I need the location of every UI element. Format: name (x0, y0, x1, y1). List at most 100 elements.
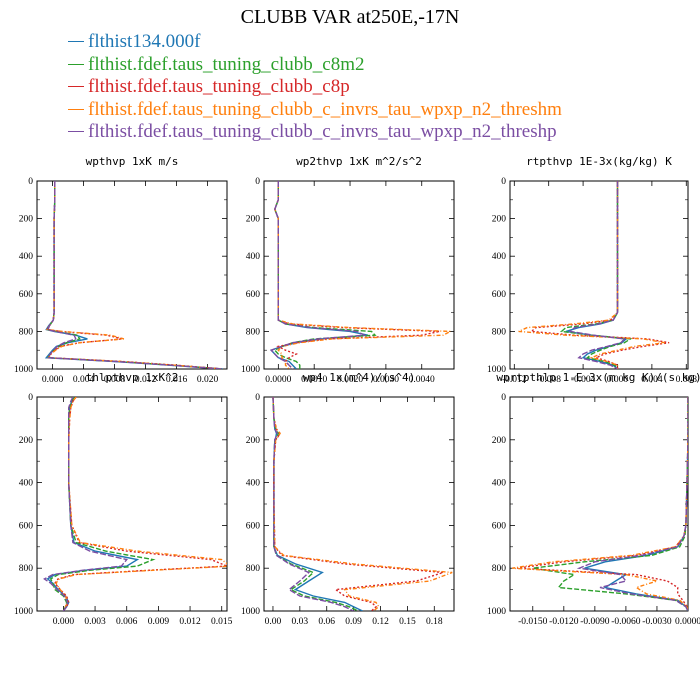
x-tick-label: 0.008 (104, 375, 126, 385)
series-line (568, 181, 626, 369)
y-tick-label: 0 (501, 177, 506, 187)
plot-frame (263, 396, 455, 612)
legend-label: flthist.fdef.taus_tuning_clubb_c_invrs_t… (88, 98, 562, 120)
x-tick-label: 0.009 (148, 617, 170, 627)
y-tick-label: 800 (246, 564, 261, 574)
legend: flthist134.000f flthist.fdef.taus_tuning… (68, 31, 562, 144)
x-tick-label: 0.0000 (675, 617, 700, 627)
x-tick-label: 0.003 (84, 617, 106, 627)
legend-entry: flthist.fdef.taus_tuning_clubb_c_invrs_t… (68, 99, 562, 122)
plot-frame (36, 180, 228, 370)
x-tick-label: 0.012 (135, 375, 157, 385)
x-tick-label: 0.008 (676, 375, 698, 385)
legend-label: flthist.fdef.taus_tuning_clubb_c8p (88, 76, 350, 97)
y-tick-label: 400 (492, 252, 507, 262)
y-tick-label: 600 (246, 290, 261, 300)
x-tick-label: 0.000 (607, 375, 629, 385)
series-line (532, 397, 688, 611)
series-line (269, 181, 367, 369)
series-line (584, 397, 688, 611)
series-line (517, 397, 688, 611)
x-tick-label: -0.008 (536, 375, 561, 385)
x-tick-label: 0.12 (372, 617, 389, 627)
x-tick-label: 0.000 (53, 617, 75, 627)
legend-swatch (68, 41, 84, 43)
series-line (269, 181, 369, 369)
series-line (55, 397, 227, 611)
y-tick-label: 0 (501, 393, 506, 403)
x-tick-label: 0.004 (73, 375, 95, 385)
x-tick-label: -0.0030 (642, 617, 672, 627)
series-line (54, 397, 227, 611)
x-tick-label: 0.0030 (373, 375, 399, 385)
x-tick-label: 0.06 (318, 617, 335, 627)
y-tick-label: 0 (255, 177, 260, 187)
y-tick-label: 400 (492, 479, 507, 489)
x-tick-label: 0.0020 (337, 375, 363, 385)
y-tick-label: 400 (19, 479, 34, 489)
y-tick-label: 1000 (487, 607, 506, 617)
y-tick-label: 1000 (14, 607, 33, 617)
legend-entry: flthist.fdef.taus_tuning_clubb_c8p (68, 76, 562, 99)
y-tick-label: 800 (492, 327, 507, 337)
panel-title: wprtpthlp 1-E-3x(m kg K)/(s kg) (496, 371, 700, 384)
y-tick-label: 0 (28, 393, 33, 403)
series-line (272, 397, 363, 611)
figure-title: CLUBB VAR at250E,-17N (240, 6, 460, 28)
series-line (518, 181, 665, 369)
x-tick-label: -0.012 (502, 375, 527, 385)
legend-entry: flthist.fdef.taus_tuning_clubb_c_invrs_t… (68, 121, 562, 144)
legend-entry: flthist.fdef.taus_tuning_clubb_c8m2 (68, 54, 562, 77)
x-tick-label: -0.004 (571, 375, 596, 385)
series-line (272, 397, 354, 611)
series-line (511, 397, 688, 611)
y-tick-label: 600 (19, 290, 34, 300)
legend-swatch (68, 131, 84, 133)
x-tick-label: 0.15 (399, 617, 416, 627)
x-tick-label: 0.012 (179, 617, 201, 627)
x-tick-label: 0.00 (265, 617, 282, 627)
y-tick-label: 600 (246, 521, 261, 531)
y-tick-label: 200 (19, 215, 34, 225)
series-line (529, 181, 670, 369)
y-tick-label: 200 (246, 215, 261, 225)
series-line (43, 397, 128, 611)
legend-swatch (68, 108, 84, 110)
x-tick-label: 0.09 (345, 617, 362, 627)
y-tick-label: 400 (19, 252, 34, 262)
plot-frame (36, 396, 228, 612)
x-tick-label: -0.0120 (549, 617, 579, 627)
series-line (46, 397, 140, 611)
y-tick-label: 0 (255, 393, 260, 403)
series-line (576, 397, 688, 611)
panel-title: wp4 1x(m^4)/(s^4) (303, 371, 416, 384)
x-tick-label: 0.000 (42, 375, 64, 385)
y-tick-label: 400 (246, 479, 261, 489)
panel-title: wpthvp 1xK m/s (86, 155, 179, 168)
legend-entry: flthist134.000f (68, 31, 562, 54)
y-tick-label: 200 (492, 215, 507, 225)
x-tick-label: 0.0000 (265, 375, 291, 385)
y-tick-label: 200 (246, 436, 261, 446)
panel-title: wp2thvp 1xK m^2/s^2 (296, 155, 422, 168)
y-tick-label: 600 (492, 521, 507, 531)
series-line (273, 181, 377, 369)
x-tick-label: -0.0090 (580, 617, 610, 627)
y-tick-label: 600 (19, 521, 34, 531)
y-tick-label: 1000 (487, 365, 506, 375)
x-tick-label: 0.0010 (301, 375, 327, 385)
x-tick-label: 0.03 (292, 617, 309, 627)
y-tick-label: 0 (28, 177, 33, 187)
y-tick-label: 800 (19, 564, 34, 574)
series-line (272, 397, 444, 611)
y-tick-label: 800 (492, 564, 507, 574)
panel-title: thlpthvp 1xK^2 (86, 371, 179, 384)
x-tick-label: -0.0060 (611, 617, 641, 627)
x-tick-label: 0.0040 (409, 375, 435, 385)
y-tick-label: 400 (246, 252, 261, 262)
y-tick-label: 1000 (241, 607, 260, 617)
y-tick-label: 200 (492, 436, 507, 446)
series-line (272, 397, 453, 611)
legend-label: flthist134.000f (88, 31, 201, 52)
